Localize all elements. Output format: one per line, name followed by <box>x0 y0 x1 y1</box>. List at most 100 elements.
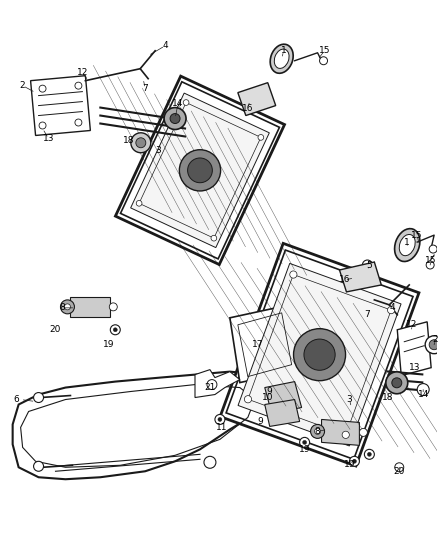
Polygon shape <box>131 93 269 248</box>
Circle shape <box>60 300 74 314</box>
Circle shape <box>429 245 437 253</box>
Circle shape <box>311 424 325 438</box>
Circle shape <box>204 456 216 469</box>
Circle shape <box>293 329 346 381</box>
Text: 7: 7 <box>364 310 370 319</box>
Circle shape <box>362 260 372 270</box>
Circle shape <box>187 158 212 183</box>
Text: 3: 3 <box>155 146 161 155</box>
Text: 20: 20 <box>50 325 61 334</box>
Text: 3: 3 <box>346 395 352 404</box>
Polygon shape <box>116 76 285 264</box>
Polygon shape <box>321 419 360 446</box>
Text: 8: 8 <box>60 303 65 312</box>
Circle shape <box>417 384 429 395</box>
Circle shape <box>136 138 146 148</box>
Circle shape <box>136 200 142 206</box>
Circle shape <box>353 459 357 463</box>
Circle shape <box>426 261 434 269</box>
Circle shape <box>34 461 43 471</box>
Circle shape <box>39 122 46 129</box>
Text: 1: 1 <box>404 238 410 247</box>
Polygon shape <box>195 369 240 398</box>
Text: 10: 10 <box>262 393 273 402</box>
Text: 2: 2 <box>432 335 438 344</box>
Text: 4: 4 <box>389 303 395 312</box>
Polygon shape <box>238 83 276 116</box>
Circle shape <box>367 453 371 456</box>
Text: 13: 13 <box>409 363 420 372</box>
Text: 20: 20 <box>394 467 405 476</box>
Text: 9: 9 <box>257 417 263 426</box>
Polygon shape <box>71 297 110 317</box>
Circle shape <box>75 119 82 126</box>
Circle shape <box>290 271 297 278</box>
Text: 13: 13 <box>43 134 54 143</box>
Text: 16: 16 <box>339 276 350 285</box>
Text: 4: 4 <box>162 41 168 50</box>
Circle shape <box>39 85 46 92</box>
Text: 15: 15 <box>411 231 423 240</box>
Text: 2: 2 <box>20 81 25 90</box>
Circle shape <box>350 456 360 466</box>
Circle shape <box>110 325 120 335</box>
Circle shape <box>364 449 374 459</box>
Circle shape <box>300 438 310 447</box>
Text: 15: 15 <box>425 255 437 264</box>
Polygon shape <box>238 263 401 446</box>
Circle shape <box>75 82 82 89</box>
Text: 17: 17 <box>252 340 264 349</box>
Circle shape <box>110 303 117 311</box>
Circle shape <box>392 378 402 388</box>
Text: 19: 19 <box>344 460 355 469</box>
Circle shape <box>303 440 307 445</box>
Circle shape <box>34 392 43 402</box>
Circle shape <box>386 372 408 394</box>
Circle shape <box>164 108 186 130</box>
Circle shape <box>388 306 395 314</box>
Text: 19: 19 <box>299 445 311 454</box>
Circle shape <box>425 336 438 354</box>
Text: 8: 8 <box>314 427 321 436</box>
Circle shape <box>179 150 221 191</box>
Polygon shape <box>230 305 300 383</box>
Circle shape <box>314 429 321 434</box>
Circle shape <box>218 417 222 422</box>
Polygon shape <box>339 262 381 292</box>
Text: 18: 18 <box>381 393 393 402</box>
Text: 12: 12 <box>77 68 88 77</box>
Text: 5: 5 <box>367 261 372 270</box>
Text: 19: 19 <box>102 340 114 349</box>
Circle shape <box>395 463 404 472</box>
Text: 11: 11 <box>216 423 228 432</box>
Text: 7: 7 <box>142 84 148 93</box>
Polygon shape <box>265 400 300 426</box>
Text: 14: 14 <box>417 390 429 399</box>
Circle shape <box>360 429 367 437</box>
Circle shape <box>304 339 335 370</box>
Circle shape <box>215 415 225 424</box>
Polygon shape <box>13 372 270 479</box>
Circle shape <box>170 114 180 124</box>
Circle shape <box>244 395 251 403</box>
Circle shape <box>207 379 217 390</box>
Polygon shape <box>397 322 431 376</box>
Ellipse shape <box>399 235 415 256</box>
Circle shape <box>113 328 117 332</box>
Ellipse shape <box>395 229 420 262</box>
Text: 18: 18 <box>123 136 134 145</box>
Polygon shape <box>265 382 302 414</box>
Circle shape <box>183 100 189 106</box>
Circle shape <box>131 133 151 153</box>
Text: 14: 14 <box>173 99 184 108</box>
Text: 15: 15 <box>319 46 330 55</box>
Text: 9: 9 <box>267 387 272 396</box>
Text: 6: 6 <box>14 395 20 404</box>
Circle shape <box>429 340 438 350</box>
Circle shape <box>342 431 350 439</box>
Text: 12: 12 <box>406 320 417 329</box>
Ellipse shape <box>274 49 289 68</box>
Circle shape <box>211 235 217 241</box>
Polygon shape <box>220 244 419 466</box>
Text: 1: 1 <box>281 46 286 55</box>
